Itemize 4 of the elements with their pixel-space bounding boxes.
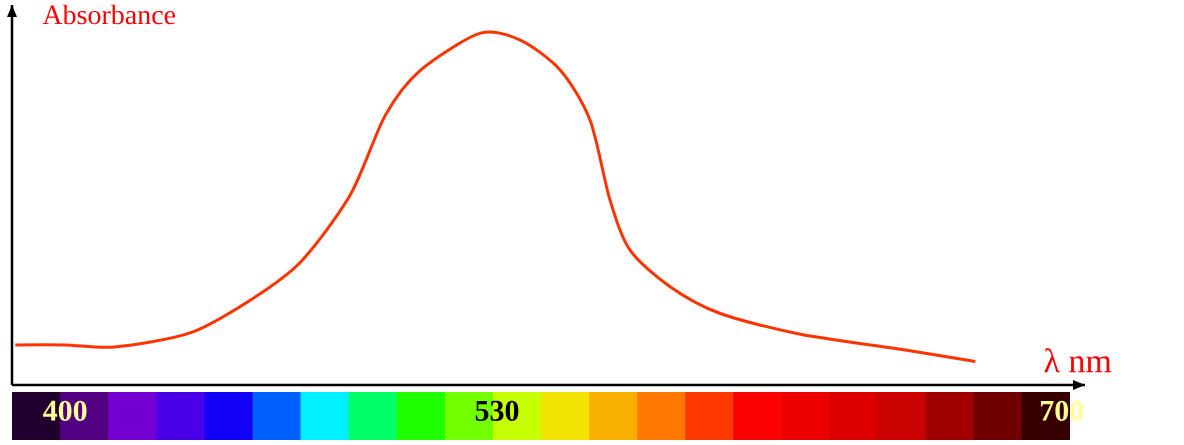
x-tick-label: 400 (43, 400, 87, 421)
x-axis-title: λ nm (1044, 348, 1112, 373)
x-tick-label: 530 (475, 400, 519, 421)
y-axis-title: Absorbance (42, 4, 176, 25)
